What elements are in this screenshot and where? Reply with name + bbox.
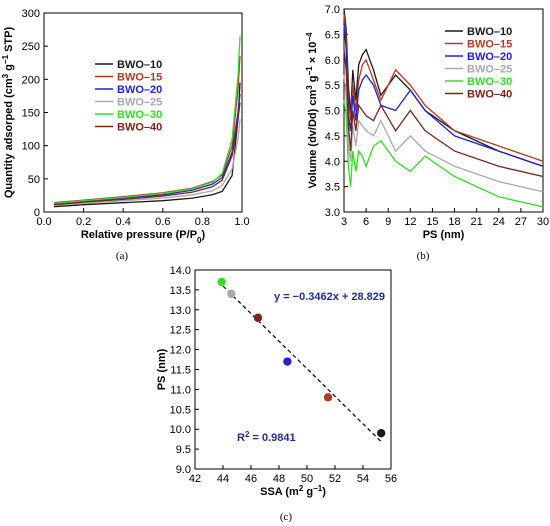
x-tick-label: 0.6 bbox=[155, 216, 170, 228]
y-tick-label: 300 bbox=[22, 8, 40, 20]
legend-entry: BWO–40 bbox=[467, 89, 512, 101]
series-line bbox=[53, 102, 241, 206]
x-tick-label: 54 bbox=[357, 473, 369, 485]
y-tick-label: 10.0 bbox=[170, 424, 191, 436]
x-tick-label: 44 bbox=[217, 473, 229, 485]
x-tick-label: 42 bbox=[189, 473, 201, 485]
series-line bbox=[343, 8, 544, 167]
legend-entry: BWO–25 bbox=[467, 64, 512, 76]
y-axis-label: Quantity adsorped (cm3 g−1 STP) bbox=[1, 27, 16, 199]
y-tick-label: 3.0 bbox=[325, 207, 340, 219]
y-tick-label: 10.5 bbox=[170, 404, 191, 416]
legend-entry: BWO–15 bbox=[117, 72, 162, 84]
x-tick-label: 30 bbox=[537, 216, 549, 228]
x-tick-label: 24 bbox=[493, 216, 505, 228]
x-tick-label: 15 bbox=[426, 216, 438, 228]
y-tick-label: 12.5 bbox=[170, 325, 191, 337]
series-line bbox=[53, 36, 241, 205]
y-tick-label: 4.5 bbox=[325, 131, 340, 143]
x-tick-label: 50 bbox=[301, 473, 313, 485]
x-tick-label: 56 bbox=[385, 473, 397, 485]
x-tick-label: 3 bbox=[341, 216, 347, 228]
legend-entry: BWO–10 bbox=[117, 59, 162, 71]
x-tick-label: 0.2 bbox=[76, 216, 91, 228]
trend-line bbox=[222, 285, 382, 443]
y-axis-label: PS (nm) bbox=[156, 348, 168, 390]
y-tick-label: 13.0 bbox=[170, 305, 191, 317]
y-tick-label: 100 bbox=[22, 141, 40, 153]
legend-entry: BWO–20 bbox=[467, 51, 512, 63]
x-axis-label: SSA (m2 g−1) bbox=[260, 484, 326, 499]
x-tick-label: 0.0 bbox=[36, 216, 51, 228]
r-squared: R2 = 0.9841 bbox=[237, 430, 296, 445]
y-tick-label: 6.0 bbox=[325, 55, 340, 67]
y-tick-label: 150 bbox=[22, 108, 40, 120]
y-tick-label: 7.0 bbox=[325, 4, 340, 16]
y-tick-label: 12.0 bbox=[170, 345, 191, 357]
x-tick-label: 9 bbox=[385, 216, 391, 228]
series-line bbox=[343, 14, 544, 162]
scatter-point bbox=[227, 289, 236, 299]
x-tick-label: 12 bbox=[404, 216, 416, 228]
y-tick-label: 14.0 bbox=[170, 265, 191, 277]
series-line bbox=[343, 100, 544, 208]
x-tick-label: 52 bbox=[329, 473, 341, 485]
legend-entry: BWO–10 bbox=[467, 26, 512, 38]
x-tick-label: 18 bbox=[448, 216, 460, 228]
scatter-point bbox=[283, 357, 292, 366]
y-tick-label: 9.0 bbox=[176, 464, 191, 476]
legend-entry: BWO–30 bbox=[467, 76, 512, 88]
panel-c-chart: 42 44 46 48 50 52 54 56 9.0 9.5 10.0 10.5 11.0 11.5 12… bbox=[156, 265, 397, 498]
x-tick-label: 27 bbox=[515, 216, 527, 228]
series-line bbox=[343, 24, 544, 167]
y-tick-label: 13.5 bbox=[170, 285, 191, 297]
x-tick-label: 0.8 bbox=[195, 216, 210, 228]
y-axis-label: Volume (dv/Dd) cm3 g−1 × 10−4 bbox=[305, 32, 320, 189]
y-tick-label: 5.0 bbox=[325, 106, 340, 118]
scatter-point bbox=[217, 277, 226, 287]
y-tick-label: 11.0 bbox=[170, 384, 191, 396]
y-tick-label: 3.5 bbox=[325, 182, 340, 194]
plot-frame bbox=[343, 8, 544, 213]
scatter-point bbox=[323, 393, 333, 402]
panel-c-caption: (c) bbox=[280, 511, 293, 523]
panel-a-caption: (a) bbox=[116, 250, 129, 262]
y-tick-label: 200 bbox=[22, 74, 40, 86]
series-line bbox=[53, 119, 241, 207]
x-tick-label: 48 bbox=[273, 473, 285, 485]
x-axis-label: PS (nm) bbox=[423, 229, 465, 241]
legend-entry: BWO–15 bbox=[467, 39, 512, 51]
y-tick-label: 4.0 bbox=[325, 156, 340, 168]
y-tick-label: 250 bbox=[22, 41, 40, 53]
x-tick-label: 0.4 bbox=[116, 216, 131, 228]
legend-entry: BWO–40 bbox=[117, 122, 162, 134]
legend-entry: BWO–25 bbox=[117, 97, 162, 109]
series-line bbox=[53, 93, 241, 205]
x-axis-label: Relative pressure (P/P0) bbox=[81, 229, 206, 245]
series-line bbox=[343, 74, 544, 193]
scatter-point bbox=[253, 313, 263, 322]
series-line bbox=[53, 82, 241, 208]
panel-b-chart: 3 6 9 12 15 18 21 24 27 30 3.0 3.5 4.0 4.5 5.0 5.5 6.0 6.… bbox=[305, 4, 550, 241]
y-tick-label: 50 bbox=[28, 174, 40, 186]
scatter-point bbox=[377, 428, 386, 438]
y-tick-label: 5.5 bbox=[325, 80, 340, 92]
legend-entry: BWO–20 bbox=[117, 84, 162, 96]
y-tick-label: 11.5 bbox=[170, 365, 191, 377]
x-tick-label: 6 bbox=[363, 216, 369, 228]
legend-entry: BWO–30 bbox=[117, 109, 162, 121]
y-tick-label: 9.5 bbox=[176, 444, 191, 456]
fit-equation: y = −0.3462x + 28.829 bbox=[274, 291, 385, 303]
x-tick-label: 21 bbox=[471, 216, 483, 228]
panel-b-caption: (b) bbox=[417, 250, 430, 262]
panel-a-chart: 0.0 0.2 0.4 0.6 0.8 1.0 0 50 100 150 200 250 300 Rela… bbox=[1, 8, 250, 245]
x-tick-label: 46 bbox=[245, 473, 257, 485]
x-tick-label: 1.0 bbox=[234, 216, 249, 228]
y-tick-label: 6.5 bbox=[325, 29, 340, 41]
y-tick-label: 0 bbox=[34, 207, 40, 219]
series-line bbox=[343, 49, 544, 178]
